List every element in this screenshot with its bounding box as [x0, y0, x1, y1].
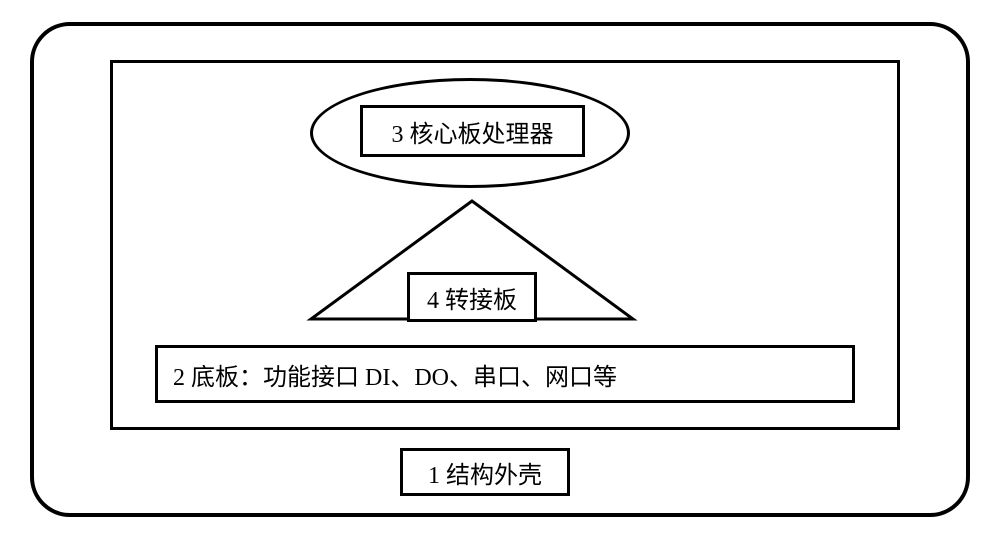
processor-label: 3 核心板处理器	[392, 114, 554, 149]
baseboard-box: 2 底板：功能接口 DI、DO、串口、网口等	[155, 345, 855, 403]
processor-box: 3 核心板处理器	[360, 105, 585, 157]
shell-label-box: 1 结构外壳	[400, 448, 570, 496]
adapter-box: 4 转接板	[407, 272, 537, 322]
baseboard-label: 2 底板：功能接口 DI、DO、串口、网口等	[173, 357, 617, 392]
adapter-label: 4 转接板	[427, 280, 517, 315]
shell-label: 1 结构外壳	[428, 455, 542, 490]
